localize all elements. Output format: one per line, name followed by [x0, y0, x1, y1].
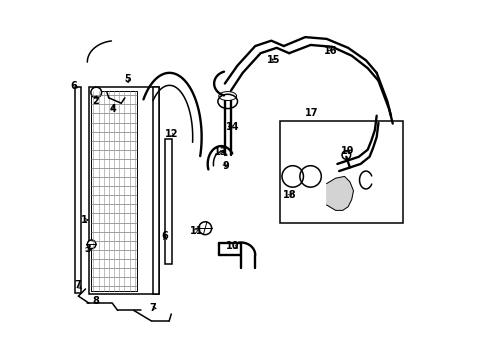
Text: 3: 3 [84, 244, 90, 253]
Circle shape [198, 222, 211, 235]
Text: 7: 7 [74, 280, 81, 291]
Text: 10: 10 [226, 241, 239, 251]
Text: 4: 4 [109, 104, 116, 114]
Circle shape [91, 87, 102, 98]
Bar [165, 139, 171, 264]
Text: 5: 5 [123, 74, 130, 84]
Text: 6: 6 [70, 81, 77, 91]
Polygon shape [326, 176, 353, 210]
Text: 16: 16 [324, 46, 337, 56]
Text: 2: 2 [92, 96, 99, 106]
Text: 1: 1 [81, 215, 88, 225]
Text: 11: 11 [189, 226, 203, 236]
Text: 6: 6 [162, 231, 168, 242]
Text: 14: 14 [226, 122, 239, 132]
Bar [91, 91, 137, 291]
Bar [89, 87, 159, 294]
Text: 12: 12 [164, 129, 178, 139]
Bar [153, 87, 159, 294]
Ellipse shape [218, 94, 237, 109]
Text: 8: 8 [93, 296, 100, 306]
Bar [75, 87, 81, 293]
Text: 19: 19 [340, 146, 353, 156]
Text: 17: 17 [305, 108, 318, 118]
Bar [280, 121, 403, 223]
Circle shape [341, 151, 350, 159]
Circle shape [87, 240, 96, 249]
Text: 18: 18 [283, 190, 296, 200]
Text: 13: 13 [213, 147, 226, 157]
Text: 15: 15 [266, 55, 280, 65]
Text: 7: 7 [149, 303, 155, 313]
Text: 9: 9 [222, 161, 229, 171]
